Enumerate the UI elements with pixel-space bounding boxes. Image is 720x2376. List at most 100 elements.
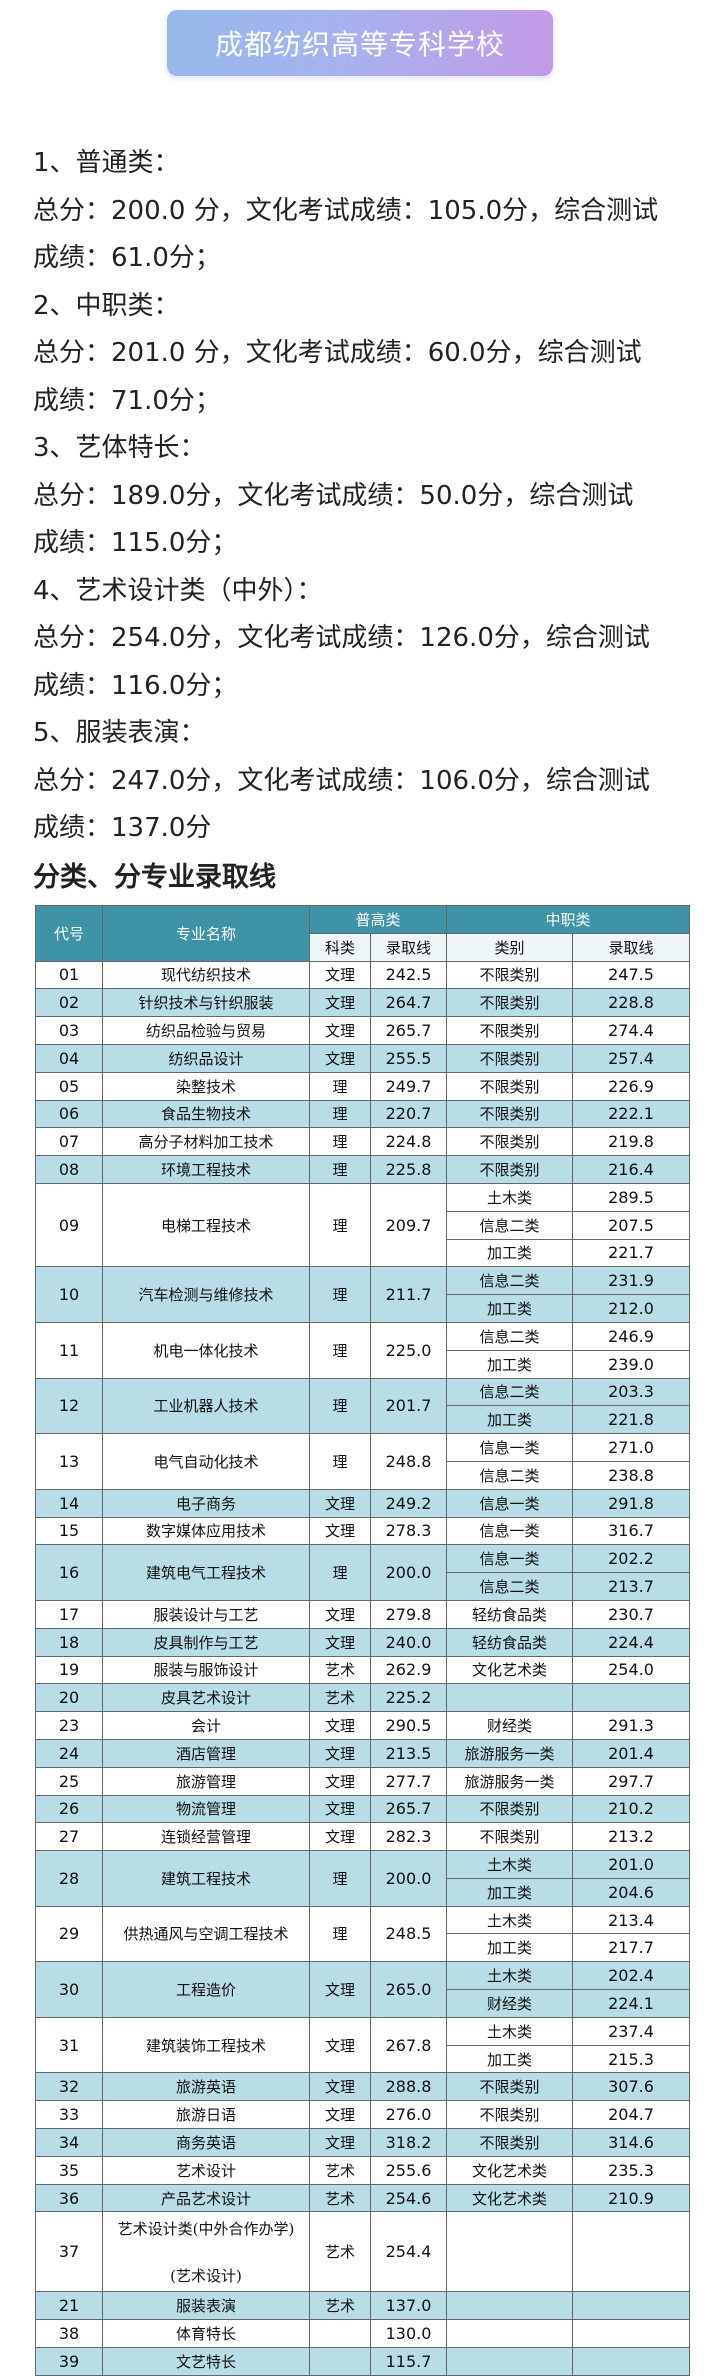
cell-code: 04 bbox=[35, 1043, 103, 1073]
cell-zhongzhi-category: 土木类 bbox=[446, 1905, 574, 1935]
table-row: 07 高分子材料加工技术 理 224.8 不限类别 219.8 bbox=[35, 1127, 691, 1157]
table-row: 12 工业机器人技术 理 201.7 信息二类 203.3 bbox=[35, 1377, 691, 1435]
table-row: 03 纺织品检验与贸易 文理 265.7 不限类别 274.4 bbox=[35, 1016, 691, 1045]
cell-zhongzhi-score: 226.9 bbox=[572, 1071, 691, 1101]
major-name: 建筑装饰工程技术 bbox=[145, 2036, 266, 2055]
cell-zhongzhi-score: 212.0 bbox=[572, 1294, 691, 1323]
table-row: 20 皮具艺术设计 艺术 225.2 bbox=[35, 1683, 691, 1713]
cell-zhongzhi-score: 247.5 bbox=[572, 960, 691, 990]
cell-major: 服装设计与工艺 bbox=[102, 1599, 310, 1629]
cell-major: 建筑电气工程技术 bbox=[102, 1544, 310, 1601]
cell-putong-score: 249.7 bbox=[369, 1071, 448, 1101]
cell-zhongzhi-category: 旅游服务一类 bbox=[446, 1766, 574, 1796]
score-line: 成绩：115.0分； bbox=[33, 528, 238, 558]
table-row: 26 物流管理 文理 265.7 不限类别 210.2 bbox=[35, 1794, 691, 1824]
table-row: 28 建筑工程技术 理 200.0 土木类 201.0 bbox=[35, 1850, 691, 1907]
cell-zhongzhi-category: 信息二类 bbox=[446, 1210, 574, 1240]
major-name: 皮具艺术设计 bbox=[160, 1689, 251, 1708]
major-name: 工程造价 bbox=[175, 1981, 236, 2000]
table-row: 21 服装表演 艺术 137.0 bbox=[35, 2291, 691, 2321]
cell-major: 数字媒体应用技术 bbox=[102, 1516, 310, 1546]
cell-zhongzhi-score: 213.2 bbox=[572, 1822, 691, 1852]
cell-kelei: 理 bbox=[309, 1544, 371, 1601]
cell-major: 电子商务 bbox=[102, 1488, 310, 1518]
cell-code: 03 bbox=[35, 1016, 103, 1045]
cell-major: 产品艺术设计 bbox=[102, 2183, 310, 2213]
cell-zhongzhi-category: 信息二类 bbox=[446, 1266, 574, 1296]
cell-zhongzhi-category: 加工类 bbox=[446, 1349, 574, 1379]
cell-zhongzhi-score: 254.0 bbox=[572, 1655, 691, 1685]
cell-code: 01 bbox=[35, 960, 103, 990]
score-line: 成绩：137.0分 bbox=[33, 813, 212, 843]
cell-major: 酒店管理 bbox=[102, 1738, 310, 1768]
cell-kelei: 理 bbox=[309, 1266, 371, 1323]
cell-zhongzhi-category: 不限类别 bbox=[446, 988, 574, 1018]
table-row: 09 电梯工程技术 理 209.7 土木类 289.5 bbox=[35, 1182, 691, 1268]
cell-code: 32 bbox=[35, 2072, 103, 2102]
major-name: 旅游管理 bbox=[175, 1772, 236, 1791]
cell-kelei: 文理 bbox=[309, 1516, 371, 1546]
cell-kelei: 文理 bbox=[309, 1627, 371, 1657]
cell-major: 纺织品检验与贸易 bbox=[102, 1016, 310, 1045]
cell-zhongzhi-category: 加工类 bbox=[446, 1294, 574, 1323]
cell-kelei: 文理 bbox=[309, 2072, 371, 2102]
major-name: 电气自动化技术 bbox=[153, 1452, 259, 1471]
table-row: 32 旅游英语 文理 288.8 不限类别 307.6 bbox=[35, 2072, 691, 2102]
cell-kelei: 理 bbox=[309, 1127, 371, 1157]
table-row: 02 针织技术与针织服装 文理 264.7 不限类别 228.8 bbox=[35, 988, 691, 1018]
cell-major: 服装与服饰设计 bbox=[102, 1655, 310, 1685]
cell-putong-score: 290.5 bbox=[369, 1711, 448, 1740]
score-line: 总分：189.0分，文化考试成绩：50.0分，综合测试 bbox=[33, 480, 634, 511]
cell-zhongzhi-score: 217.7 bbox=[572, 1933, 691, 1963]
table-row: 06 食品生物技术 理 220.7 不限类别 222.1 bbox=[35, 1099, 691, 1129]
cell-zhongzhi-score: 213.7 bbox=[572, 1572, 691, 1601]
major-name: 纺织品检验与贸易 bbox=[145, 1022, 266, 1041]
cell-major: 物流管理 bbox=[102, 1794, 310, 1824]
school-title-banner: 成都纺织高等专科学校 bbox=[167, 10, 553, 76]
cell-code: 07 bbox=[35, 1127, 103, 1157]
cell-zhongzhi-score: 271.0 bbox=[572, 1433, 691, 1462]
cell-zhongzhi-score bbox=[572, 1683, 691, 1713]
major-name: 艺术设计类(中外合作办学) bbox=[117, 2219, 295, 2238]
cell-zhongzhi-category: 信息一类 bbox=[446, 1488, 574, 1518]
cell-major: 文艺特长 bbox=[102, 2347, 310, 2376]
cell-zhongzhi-category: 不限类别 bbox=[446, 1822, 574, 1852]
cell-kelei: 艺术 bbox=[309, 2211, 371, 2293]
cell-code: 28 bbox=[35, 1850, 103, 1907]
table-row: 24 酒店管理 文理 213.5 旅游服务一类 201.4 bbox=[35, 1738, 691, 1768]
header-leibie: 类别 bbox=[446, 932, 574, 962]
cell-zhongzhi-category bbox=[446, 2291, 574, 2321]
cell-code: 17 bbox=[35, 1599, 103, 1629]
cell-code: 13 bbox=[35, 1433, 103, 1490]
major-name: 旅游日语 bbox=[175, 2106, 236, 2125]
cell-zhongzhi-category: 信息一类 bbox=[446, 1516, 574, 1546]
table-row: 17 服装设计与工艺 文理 279.8 轻纺食品类 230.7 bbox=[35, 1599, 691, 1629]
score-line: 总分：200.0 分，文化考试成绩：105.0分，综合测试 bbox=[33, 195, 659, 226]
cell-major: 艺术设计 bbox=[102, 2155, 310, 2185]
cell-putong-score: 254.4 bbox=[369, 2211, 448, 2293]
major-name-sub: (艺术设计) bbox=[170, 2266, 242, 2285]
cell-putong-score: 209.7 bbox=[369, 1182, 448, 1268]
cell-zhongzhi-category: 土木类 bbox=[446, 1850, 574, 1879]
cell-zhongzhi-score: 204.6 bbox=[572, 1877, 691, 1907]
score-line: 5、服装表演： bbox=[33, 718, 206, 748]
cell-major: 皮具艺术设计 bbox=[102, 1683, 310, 1713]
major-name: 电梯工程技术 bbox=[160, 1216, 251, 1235]
score-line: 总分：247.0分，文化考试成绩：106.0分，综合测试 bbox=[33, 765, 650, 796]
cell-putong-score: 288.8 bbox=[369, 2072, 448, 2102]
cell-major: 会计 bbox=[102, 1711, 310, 1740]
cell-zhongzhi-category: 文化艺术类 bbox=[446, 1655, 574, 1685]
cell-code: 25 bbox=[35, 1766, 103, 1796]
cell-zhongzhi-category: 信息二类 bbox=[446, 1460, 574, 1490]
cell-zhongzhi-category: 信息一类 bbox=[446, 1544, 574, 1574]
cell-kelei: 文理 bbox=[309, 1711, 371, 1740]
cell-zhongzhi-score: 215.3 bbox=[572, 2044, 691, 2074]
cell-zhongzhi-score bbox=[572, 2319, 691, 2349]
cell-kelei: 文理 bbox=[309, 1599, 371, 1629]
cell-zhongzhi-category: 不限类别 bbox=[446, 2100, 574, 2130]
cell-major: 连锁经营管理 bbox=[102, 1822, 310, 1852]
cell-putong-score: 255.5 bbox=[369, 1043, 448, 1073]
cell-zhongzhi-category: 不限类别 bbox=[446, 1127, 574, 1157]
cell-code: 19 bbox=[35, 1655, 103, 1685]
major-name: 工业机器人技术 bbox=[153, 1397, 259, 1416]
